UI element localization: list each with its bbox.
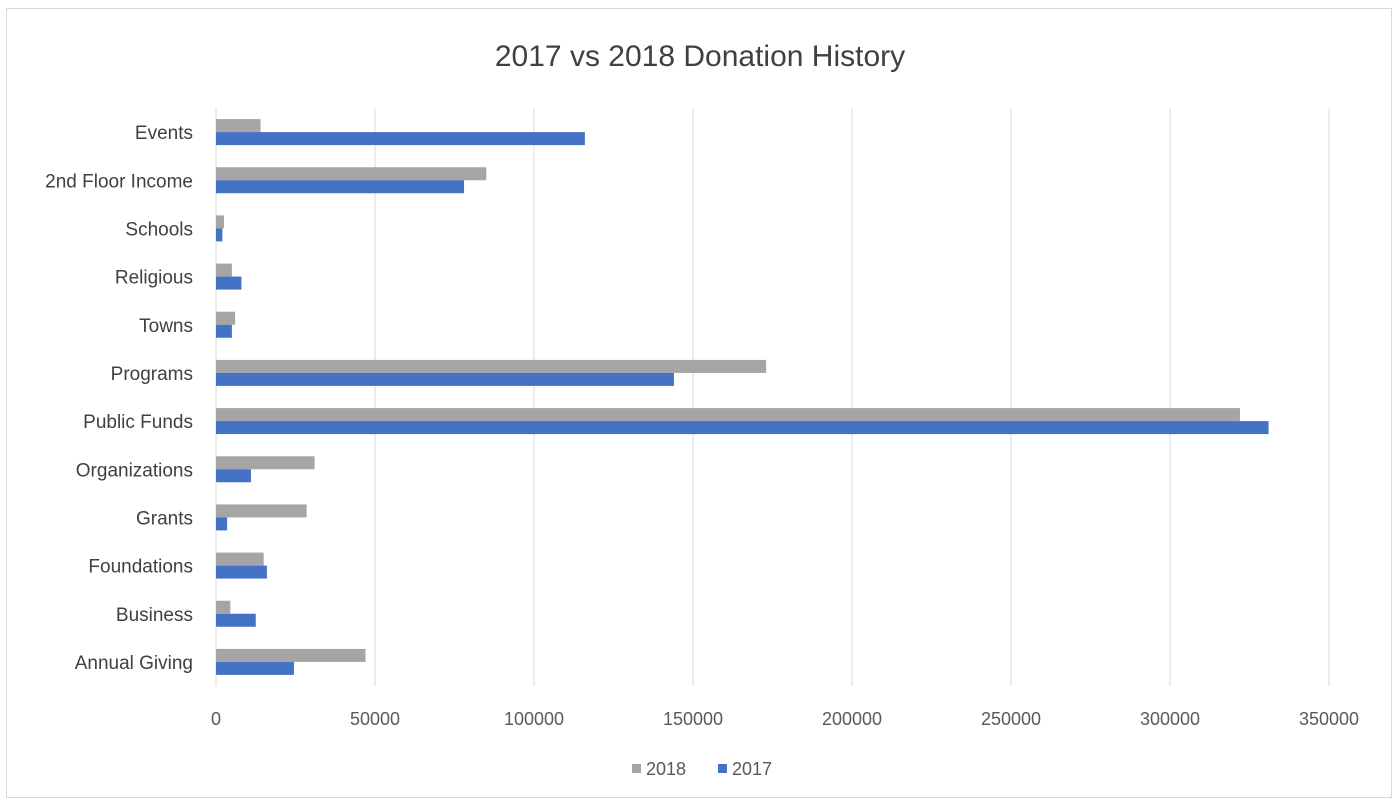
chart-title: 2017 vs 2018 Donation History — [495, 40, 905, 73]
category-label: Foundations — [88, 557, 193, 578]
category-label: Business — [116, 605, 193, 626]
category-label: Religious — [115, 268, 193, 289]
bar-2017 — [216, 324, 232, 338]
category-label: 2nd Floor Income — [45, 171, 193, 192]
bar-2017 — [216, 132, 585, 146]
bar-2018 — [216, 263, 232, 277]
category-label: Schools — [125, 219, 193, 240]
bar-2018 — [216, 408, 1240, 422]
bar-2018 — [216, 552, 264, 566]
x-tick-label: 100000 — [504, 709, 564, 729]
category-label: Events — [135, 123, 193, 144]
gridlines — [215, 108, 1330, 686]
bar-2018 — [216, 648, 366, 662]
category-labels: Annual Giving Business Foundations Grants Or… — [45, 123, 193, 674]
bar-2018 — [216, 311, 236, 325]
bar-2017 — [216, 565, 267, 579]
x-tick-label: 50000 — [350, 709, 400, 729]
category-label: Grants — [136, 508, 193, 529]
bar-2017 — [216, 517, 228, 531]
category-label: Organizations — [76, 460, 193, 481]
legend-label-2018: 2018 — [646, 759, 686, 779]
legend-swatch-2018 — [632, 764, 641, 773]
x-tick-label: 300000 — [1140, 709, 1200, 729]
bar-2018 — [216, 456, 315, 470]
category-label: Public Funds — [83, 412, 193, 433]
bar-2017 — [216, 276, 242, 290]
category-label: Annual Giving — [75, 653, 193, 674]
category-label: Towns — [139, 316, 193, 337]
bar-2017 — [216, 228, 223, 242]
bar-2017 — [216, 180, 465, 194]
x-tick-label: 250000 — [981, 709, 1041, 729]
bar-2017 — [216, 613, 256, 627]
bar-2018 — [216, 215, 224, 229]
legend-label-2017: 2017 — [732, 759, 772, 779]
bar-2017 — [216, 421, 1269, 435]
x-tick-label: 0 — [211, 709, 221, 729]
bar-2018 — [216, 600, 231, 614]
bar-2017 — [216, 469, 251, 483]
bar-2017 — [216, 372, 674, 386]
bar-2017 — [216, 661, 294, 675]
legend-swatch-2017 — [718, 764, 727, 773]
category-label: Programs — [111, 364, 193, 385]
bar-2018 — [216, 119, 261, 133]
x-tick-label: 350000 — [1299, 709, 1359, 729]
bar-2018 — [216, 359, 767, 373]
x-tick-label: 150000 — [663, 709, 723, 729]
x-tick-labels: 0 50000 100000 150000 200000 250000 300000 3500… — [211, 709, 1359, 729]
bar-2018 — [216, 504, 307, 518]
x-tick-label: 200000 — [822, 709, 882, 729]
legend: 2018 2017 — [632, 759, 772, 779]
bar-2018 — [216, 167, 487, 181]
bars — [216, 119, 1269, 675]
